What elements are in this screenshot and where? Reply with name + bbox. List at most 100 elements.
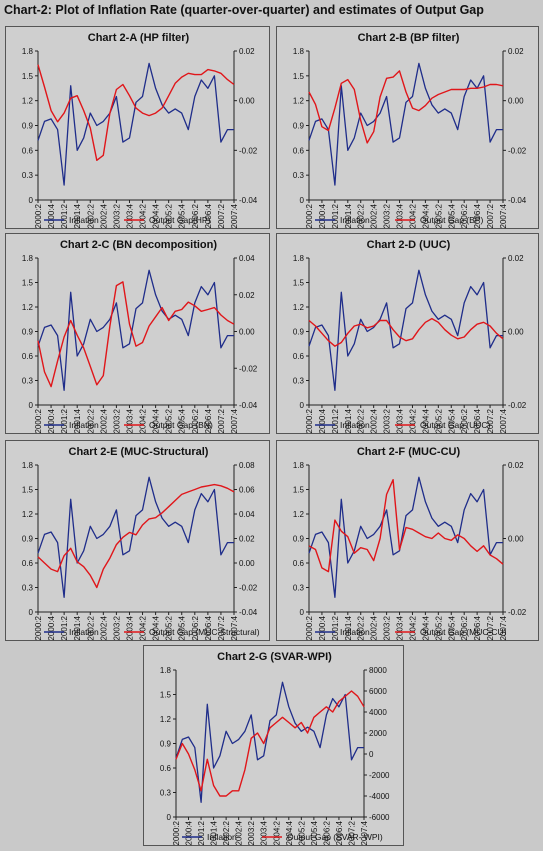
y-left-tick-label: 1.5 [293,486,305,495]
x-tick-label: 2007:4 [230,615,239,640]
x-tick-label: 2000:2 [305,615,314,640]
y-left-tick-label: 1.2 [293,303,305,312]
x-tick-label: 2000:4 [47,203,56,228]
x-tick-label: 2001:2 [60,408,69,433]
y-right-tick-label: 4000 [369,708,387,717]
y-right-tick-label: 0.00 [508,97,524,106]
x-tick-label: 2000:2 [172,820,181,845]
x-tick-label: 2004:4 [152,203,161,228]
y-left-tick-label: 1.8 [293,47,305,56]
x-tick-label: 2005:2 [165,203,174,228]
x-tick-label: 2001:4 [344,408,353,433]
y-left-tick-label: 1.2 [293,97,305,106]
x-tick-label: 2002:2 [86,615,95,640]
legend-label-output-gap: Output Gap (UUC) [420,420,491,430]
x-tick-label: 2004:2 [139,615,148,640]
x-tick-label: 2001:4 [344,203,353,228]
chart-panel-a: Chart 2-A (HP filter) 0 0.3 0.6 0.9 1.2 1.5 1.8… [5,26,270,229]
x-tick-label: 2001:2 [331,203,340,228]
series-line-inflation [308,269,503,391]
x-tick-label: 2005:4 [178,615,187,640]
chart-panel-g: Chart 2-G (SVAR-WPI) 0 0.3 0.6 0.9 1.2 1.5 1.8 -… [143,645,404,846]
x-tick-label: 2002:2 [357,203,366,228]
x-tick-label: 2003:4 [125,203,134,228]
x-tick-label: 2000:2 [34,615,43,640]
x-tick-label: 2007:4 [499,408,508,433]
x-tick-label: 2001:2 [60,615,69,640]
x-tick-label: 2002:4 [370,408,379,433]
y-left-tick-label: 1.2 [22,510,34,519]
x-tick-label: 2004:4 [421,203,430,228]
x-tick-label: 2000:2 [34,203,43,228]
y-left-tick-label: 1.2 [22,97,34,106]
x-tick-label: 2004:2 [408,615,417,640]
x-tick-label: 2002:4 [99,203,108,228]
x-tick-label: 2005:2 [434,615,443,640]
legend-label-output-gap: Output Gap (BN) [149,420,213,430]
y-right-tick-label: 0.02 [508,461,524,470]
x-tick-label: 2004:4 [421,615,430,640]
x-tick-label: 2001:4 [73,615,82,640]
y-right-tick-label: 8000 [369,666,387,675]
legend-label-inflation: Inflation [69,215,99,225]
y-left-tick-label: 0.6 [293,559,305,568]
y-right-tick-label: 2000 [369,729,387,738]
chart-title: Chart 2-C (BN decomposition) [60,239,217,251]
series-line-output-gap [37,483,235,589]
x-tick-label: 2003:2 [383,615,392,640]
x-tick-label: 2003:2 [383,203,392,228]
x-tick-label: 2006:2 [191,615,200,640]
x-tick-label: 2003:2 [112,203,121,228]
x-tick-label: 2005:4 [447,615,456,640]
x-tick-label: 2007:2 [486,203,495,228]
chart-2b-svg: Chart 2-B (BP filter) 0 0.3 0.6 0.9 1.2 1.5 1.8… [293,32,527,228]
y-right-tick-label: -6000 [369,813,390,822]
x-tick-label: 2001:2 [197,820,206,845]
x-tick-label: 2003:4 [396,408,405,433]
x-tick-label: 2003:2 [383,408,392,433]
x-tick-label: 2007:4 [230,408,239,433]
x-tick-label: 2002:2 [86,408,95,433]
x-tick-label: 2006:4 [204,408,213,433]
y-right-tick-label: 0.02 [239,291,255,300]
y-right-tick-label: -0.02 [508,146,527,155]
chart-panel-c: Chart 2-C (BN decomposition) 0 0.3 0.6 0.9 1.… [5,233,270,434]
x-tick-label: 2005:4 [178,408,187,433]
x-tick-label: 2005:2 [434,408,443,433]
y-right-tick-label: -0.02 [239,364,258,373]
y-left-tick-label: 0.3 [293,171,305,180]
x-tick-label: 2007:2 [217,203,226,228]
legend-label-output-gap: Output Gap (MUC-Structural) [149,627,260,637]
x-tick-label: 2007:4 [230,203,239,228]
x-tick-label: 2006:4 [335,820,344,845]
series-line-output-gap [308,479,504,573]
y-left-tick-label: 1.8 [22,461,34,470]
x-tick-label: 2005:2 [165,615,174,640]
x-tick-label: 2006:4 [473,408,482,433]
x-tick-label: 2002:4 [235,820,244,845]
y-right-tick-label: 0.00 [239,328,255,337]
chart-title: Chart 2-B (BP filter) [358,32,460,44]
x-tick-label: 2000:2 [305,203,314,228]
series-line-output-gap [175,690,365,797]
x-tick-label: 2002:2 [86,203,95,228]
x-tick-label: 2004:4 [285,820,294,845]
series-line-inflation [175,681,364,803]
chart-2d-svg: Chart 2-D (UUC) 0 0.3 0.6 0.9 1.2 1.5 1.8 -0.02 0… [293,239,527,433]
x-tick-label: 2001:2 [331,408,340,433]
x-tick-label: 2004:2 [272,820,281,845]
y-right-tick-label: 0.00 [508,535,524,544]
chart-title: Chart 2-G (SVAR-WPI) [217,651,332,663]
x-tick-label: 2004:2 [408,408,417,433]
y-left-tick-label: 0.3 [22,584,34,593]
y-left-tick-label: 0.6 [22,146,34,155]
x-tick-label: 2002:4 [99,615,108,640]
chart-2e-svg: Chart 2-E (MUC-Structural) 0 0.3 0.6 0.9 1.2 1… [22,446,260,640]
x-tick-label: 2006:4 [473,615,482,640]
y-left-tick-label: 1.5 [22,486,34,495]
x-tick-label: 2000:4 [185,820,194,845]
x-tick-label: 2003:4 [125,615,134,640]
y-left-tick-label: 1.5 [22,72,34,81]
x-tick-label: 2000:4 [47,615,56,640]
x-tick-label: 2006:2 [191,203,200,228]
